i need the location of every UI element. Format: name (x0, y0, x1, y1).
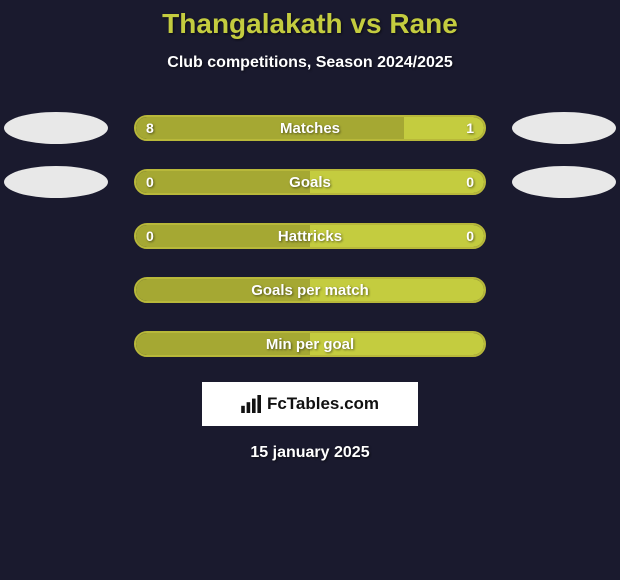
page-title: Thangalakath vs Rane (0, 8, 620, 40)
player-right-marker (512, 166, 616, 198)
stat-bar: Goals00 (134, 169, 486, 195)
bar-chart-icon (241, 395, 263, 413)
stat-bar-right-segment (310, 225, 484, 247)
date-text: 15 january 2025 (0, 444, 620, 462)
player-left-marker (4, 112, 108, 144)
stat-row: Min per goal (0, 328, 620, 360)
stat-row: Goals per match (0, 274, 620, 306)
stat-bar-right-segment (310, 279, 484, 301)
infographic-container: Thangalakath vs Rane Club competitions, … (0, 0, 620, 462)
stat-row: Goals00 (0, 166, 620, 198)
branding-text: FcTables.com (241, 394, 379, 414)
stat-bar-left-segment (136, 225, 310, 247)
stat-bar-right-segment (310, 171, 484, 193)
stat-bar: Goals per match (134, 277, 486, 303)
player-left-marker (4, 166, 108, 198)
stat-rows: Matches81 Goals00 Hattricks00 Goals per mat… (0, 112, 620, 360)
branding-label: FcTables.com (267, 394, 379, 414)
stat-bar-left-segment (136, 117, 404, 139)
stat-row: Matches81 (0, 112, 620, 144)
stat-bar-left-segment (136, 171, 310, 193)
stat-bar: Hattricks00 (134, 223, 486, 249)
stat-bar-left-segment (136, 279, 310, 301)
subtitle: Club competitions, Season 2024/2025 (0, 54, 620, 72)
stat-bar: Matches81 (134, 115, 486, 141)
stat-bar: Min per goal (134, 331, 486, 357)
branding-badge: FcTables.com (202, 382, 418, 426)
stat-row: Hattricks00 (0, 220, 620, 252)
stat-bar-right-segment (310, 333, 484, 355)
stat-bar-left-segment (136, 333, 310, 355)
stat-bar-right-segment (404, 117, 484, 139)
player-right-marker (512, 112, 616, 144)
